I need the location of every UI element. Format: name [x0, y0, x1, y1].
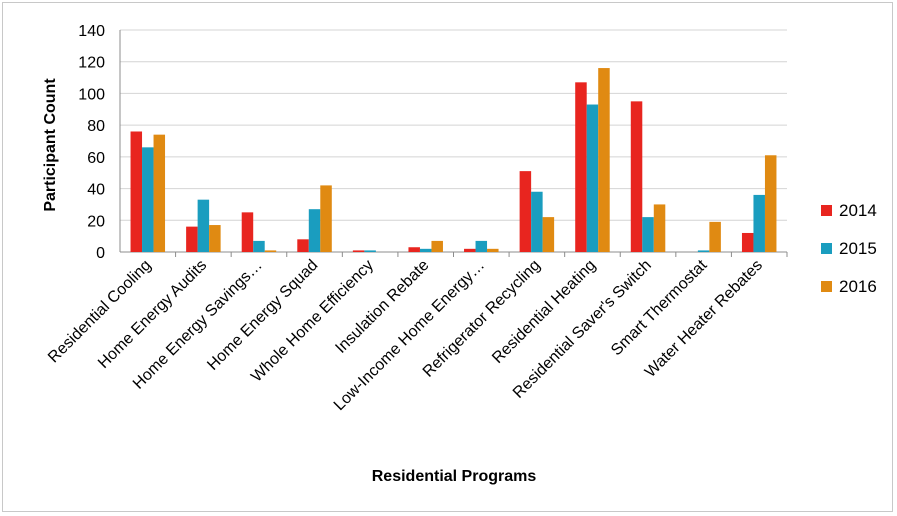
y-tick-labels: 0 20 40 60 80 100 120 140 — [78, 23, 105, 262]
bar-2015 — [697, 250, 710, 252]
bar-2015 — [531, 191, 543, 252]
bar-2014 — [297, 239, 309, 252]
legend-swatch — [821, 281, 832, 292]
y-tick-label: 80 — [87, 118, 105, 135]
x-category-label: Residential Heating — [489, 257, 599, 367]
y-tick-label: 60 — [87, 150, 105, 167]
bar-2014 — [464, 248, 476, 252]
y-tick-label: 140 — [78, 23, 105, 40]
bar-2015 — [308, 209, 321, 252]
y-axis-title: Participant Count — [42, 78, 59, 212]
legend: 2014 2015 2016 — [821, 201, 877, 296]
bar-2016 — [264, 250, 277, 252]
gridlines — [119, 29, 788, 257]
legend-swatch — [821, 243, 832, 254]
bars — [130, 68, 777, 253]
bar-2015 — [642, 217, 654, 252]
x-category-label: Residential Cooling — [45, 257, 155, 367]
bar-2016 — [431, 240, 443, 252]
bar-2015 — [475, 240, 488, 252]
bar-2015 — [253, 240, 265, 252]
bar-2016 — [764, 155, 777, 252]
bar-2014 — [519, 171, 532, 252]
y-tick-label: 100 — [78, 86, 105, 103]
bar-2015 — [753, 194, 765, 252]
y-tick-label: 40 — [87, 182, 105, 199]
x-category-label: Insulation Rebate — [332, 257, 432, 357]
legend-label: 2016 — [839, 277, 877, 296]
bar-2014 — [130, 131, 143, 252]
bar-2014 — [630, 101, 643, 252]
bar-2014 — [352, 250, 365, 252]
y-tick-label: 20 — [87, 213, 105, 230]
x-category-label: Water Heater Rebates — [642, 257, 766, 381]
bar-2014 — [575, 82, 587, 252]
legend-label: 2015 — [839, 239, 877, 258]
y-tick-label: 120 — [78, 55, 105, 72]
bar-2014 — [741, 232, 754, 252]
bar-2015 — [419, 248, 432, 252]
bar-2014 — [408, 247, 420, 252]
bar-2015 — [197, 199, 210, 252]
x-axis-title: Residential Programs — [372, 468, 537, 485]
bar-2016 — [709, 221, 721, 252]
bar-2015 — [586, 104, 599, 253]
bar-2015 — [142, 147, 154, 252]
legend-swatch — [821, 205, 832, 216]
bar-2014 — [186, 226, 198, 252]
legend-label: 2014 — [839, 201, 877, 220]
x-category-label: Smart Thermostat — [608, 256, 711, 359]
bar-2016 — [209, 225, 221, 252]
bar-2016 — [653, 204, 666, 252]
bar-2016 — [542, 217, 555, 252]
bar-2016 — [487, 248, 499, 252]
bar-2016 — [153, 134, 166, 252]
bar-2014 — [241, 212, 254, 252]
bar-2015 — [364, 250, 376, 252]
bar-2016 — [320, 185, 332, 252]
bar-2016 — [598, 68, 610, 252]
x-category-label: Home Energy Audits — [95, 257, 210, 372]
x-category-label: Home Energy Squad — [204, 257, 321, 374]
y-tick-label: 0 — [96, 245, 105, 262]
